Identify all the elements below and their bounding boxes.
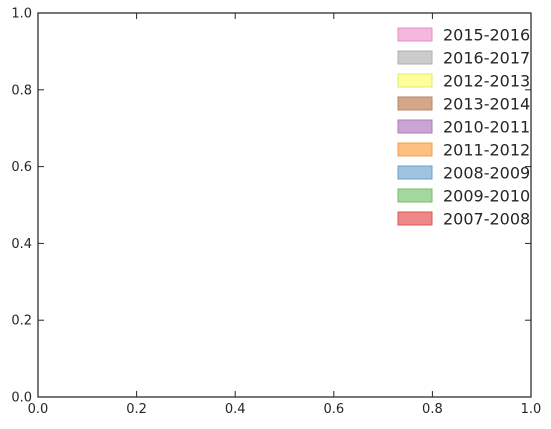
legend-label: 2009-2010: [443, 187, 530, 206]
x-tick-label: 0.0: [28, 402, 49, 417]
legend-entry: 2016-2017: [397, 49, 530, 68]
legend-swatch: [397, 50, 433, 65]
legend-entry: 2008-2009: [397, 164, 530, 183]
legend-swatch: [397, 96, 433, 111]
legend-entry: 2007-2008: [397, 210, 530, 229]
legend-label: 2012-2013: [443, 72, 530, 91]
legend-label: 2015-2016: [443, 26, 530, 45]
legend-swatch: [397, 165, 433, 180]
legend-swatch: [397, 119, 433, 134]
legend-label: 2011-2012: [443, 141, 530, 160]
x-tick-label: 0.2: [126, 402, 147, 417]
legend-label: 2008-2009: [443, 164, 530, 183]
legend-label: 2010-2011: [443, 118, 530, 137]
legend-label: 2016-2017: [443, 49, 530, 68]
legend-swatch: [397, 188, 433, 203]
y-tick-label: 0.4: [11, 237, 32, 252]
legend-swatch: [397, 73, 433, 88]
x-tick-label: 0.8: [422, 402, 443, 417]
y-tick-label: 1.0: [11, 7, 32, 22]
plot-area: 0.0 0.2 0.4 0.6 0.8 1.0 0.0 0.2 0.4 0.6 0.8 1.0: [11, 7, 541, 418]
legend-entry: 2010-2011: [397, 118, 530, 137]
legend-label: 2013-2014: [443, 95, 530, 114]
legend-entry: 2011-2012: [397, 141, 530, 160]
legend-entry: 2013-2014: [397, 95, 530, 114]
legend-swatch: [397, 211, 433, 226]
legend-swatch: [397, 27, 433, 42]
legend-label: 2007-2008: [443, 210, 530, 229]
legend-entry: 2009-2010: [397, 187, 530, 206]
x-tick-label: 1.0: [521, 402, 542, 417]
y-tick-label: 0.2: [11, 314, 32, 329]
y-tick-label: 0.6: [11, 160, 32, 175]
legend-swatch: [397, 142, 433, 157]
legend-entry: 2012-2013: [397, 72, 530, 91]
x-tick-label: 0.6: [323, 402, 344, 417]
y-tick-label: 0.0: [11, 391, 32, 406]
legend-entry: 2015-2016: [397, 26, 530, 45]
legend: 2015-2016 2016-2017 2012-2013 2013-2014 2010…: [397, 26, 530, 229]
x-tick-label: 0.4: [225, 402, 246, 417]
axes-frame: [37, 12, 532, 398]
y-tick-label: 0.8: [11, 83, 32, 98]
